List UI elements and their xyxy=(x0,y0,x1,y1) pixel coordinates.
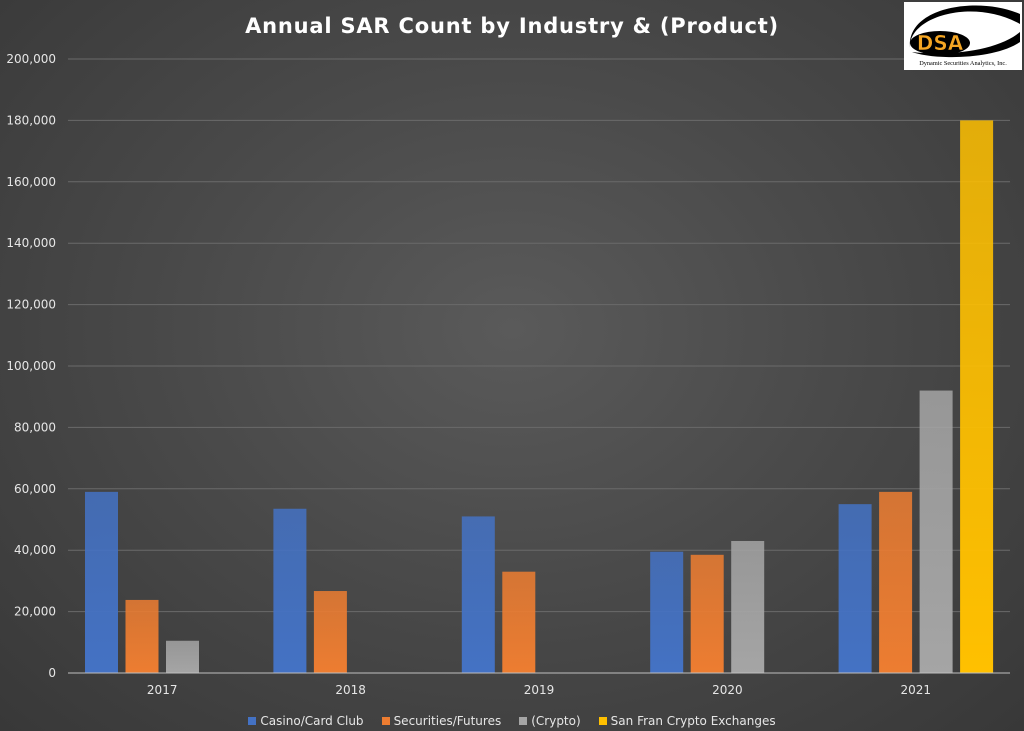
legend-label: San Fran Crypto Exchanges xyxy=(610,714,776,728)
bar-casino-card-club-2021 xyxy=(838,504,872,673)
bar-securities-futures-2020 xyxy=(690,554,724,673)
bar-securities-futures-2019 xyxy=(502,571,536,673)
bar-casino-card-club-2020 xyxy=(650,551,684,673)
x-tick-label: 2020 xyxy=(712,683,743,697)
bar-securities-futures-2017 xyxy=(125,599,159,673)
y-tick-label: 180,000 xyxy=(6,113,56,127)
company-logo: DSA Dynamic Securities Analytics, Inc. xyxy=(904,2,1022,70)
x-tick-label: 2017 xyxy=(147,683,178,697)
legend-item: San Fran Crypto Exchanges xyxy=(598,714,776,728)
x-tick-label: 2019 xyxy=(524,683,555,697)
legend-item: Securities/Futures xyxy=(381,714,502,728)
y-tick-label: 100,000 xyxy=(6,359,56,373)
y-tick-label: 80,000 xyxy=(14,420,56,434)
y-tick-label: 40,000 xyxy=(14,543,56,557)
grid-lines xyxy=(68,58,1010,613)
legend-label: (Crypto) xyxy=(531,714,581,728)
logo-caption: Dynamic Securities Analytics, Inc. xyxy=(919,60,1007,67)
y-tick-label: 0 xyxy=(48,666,56,680)
bar-crypto-2021 xyxy=(919,390,953,673)
axes: 0 20,000 40,000 60,000 80,000 100,000 120,000 1… xyxy=(6,52,1010,697)
y-tick-label: 60,000 xyxy=(14,482,56,496)
legend-swatch xyxy=(519,717,528,725)
bar-crypto-2017 xyxy=(166,640,199,673)
y-tick-label: 160,000 xyxy=(6,175,56,189)
legend-swatch xyxy=(248,717,257,725)
bar-casino-card-club-2018 xyxy=(273,508,307,673)
legend-label: Casino/Card Club xyxy=(260,714,364,728)
bar-casino-card-club-2017 xyxy=(85,491,118,673)
y-tick-label: 120,000 xyxy=(6,298,56,312)
bar-san-fran-crypto-exchanges-2021 xyxy=(960,120,994,673)
chart-title: Annual SAR Count by Industry & (Product) xyxy=(245,14,779,38)
legend-item: Casino/Card Club xyxy=(248,714,364,728)
bar-crypto-2020 xyxy=(731,540,765,673)
x-tick-label: 2021 xyxy=(901,683,932,697)
bar-securities-futures-2018 xyxy=(313,591,347,673)
legend-swatch xyxy=(598,717,607,725)
y-tick-label: 140,000 xyxy=(6,236,56,250)
legend-swatch xyxy=(381,717,390,725)
legend-item: (Crypto) xyxy=(519,714,581,728)
chart-legend: Casino/Card Club Securities/Futures (Crypt… xyxy=(0,714,1024,728)
legend-label: Securities/Futures xyxy=(393,714,502,728)
logo-text: DSA xyxy=(917,31,964,55)
bar-casino-card-club-2019 xyxy=(461,516,495,673)
x-tick-label: 2018 xyxy=(335,683,366,697)
bar-securities-futures-2021 xyxy=(879,491,913,673)
dsa-logo-icon: DSA xyxy=(909,5,1020,58)
y-tick-label: 20,000 xyxy=(14,605,56,619)
y-tick-label: 200,000 xyxy=(6,52,56,66)
bars xyxy=(85,120,994,673)
